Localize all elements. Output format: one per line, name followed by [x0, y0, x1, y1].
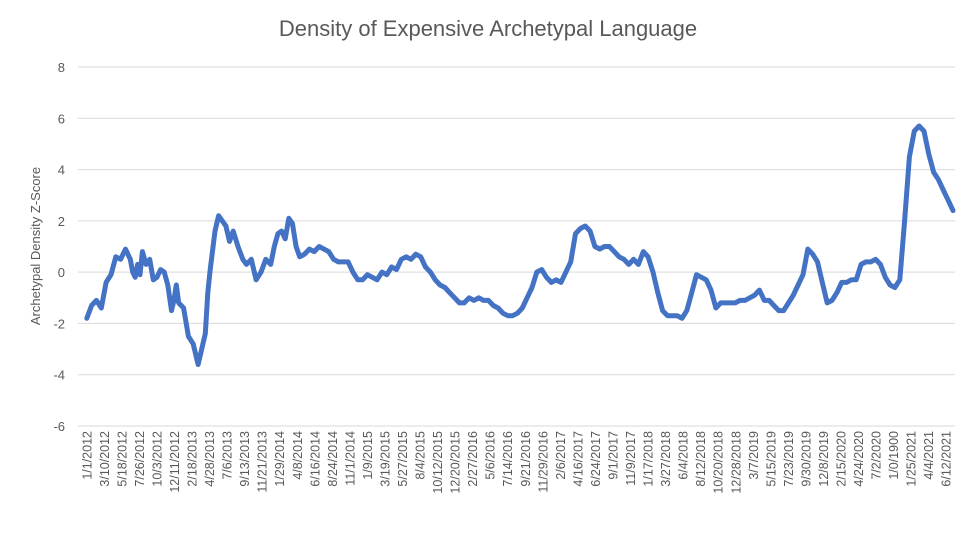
x-tick-label: 7/23/2019 — [782, 431, 796, 487]
x-tick-label: 1/9/2015 — [361, 431, 375, 480]
x-tick-label: 8/12/2018 — [694, 431, 708, 487]
x-tick-label: 4/4/2021 — [922, 431, 936, 480]
x-tick-label: 3/27/2018 — [659, 431, 673, 487]
x-tick-label: 5/27/2015 — [396, 431, 410, 487]
x-tick-label: 6/16/2014 — [308, 431, 322, 487]
x-tick-label: 2/27/2016 — [466, 431, 480, 487]
x-tick-label: 3/19/2015 — [378, 431, 392, 487]
x-tick-label: 4/16/2017 — [571, 431, 585, 487]
x-tick-label: 7/26/2012 — [133, 431, 147, 487]
x-tick-label: 2/15/2020 — [834, 431, 848, 487]
x-tick-label: 10/12/2015 — [431, 431, 445, 494]
x-tick-label: 6/4/2018 — [677, 431, 691, 480]
y-tick-label: 2 — [58, 214, 65, 229]
x-tick-label: 1/17/2018 — [642, 431, 656, 487]
x-tick-label: 5/6/2016 — [484, 431, 498, 480]
chart-title: Density of Expensive Archetypal Language — [279, 16, 697, 41]
x-tick-label: 5/18/2012 — [115, 431, 129, 487]
x-axis-ticks: 1/1/2012 3/10/2012 5/18/2012 7/26/2012 10/3/… — [80, 431, 953, 494]
x-tick-label: 3/7/2019 — [747, 431, 761, 480]
x-tick-label: 2/18/2013 — [186, 431, 200, 487]
series-line-0 — [84, 123, 956, 367]
y-tick-label: 6 — [58, 111, 65, 126]
x-tick-label: 1/29/2014 — [273, 431, 287, 487]
x-tick-label: 11/21/2013 — [256, 431, 270, 493]
x-tick-label: 1/0/1900 — [887, 431, 901, 480]
y-tick-label: -2 — [53, 316, 65, 331]
x-tick-label: 4/24/2020 — [852, 431, 866, 487]
x-tick-label: 1/1/2012 — [80, 431, 94, 480]
y-tick-label: 4 — [58, 163, 65, 178]
x-tick-label: 9/1/2017 — [606, 431, 620, 480]
x-tick-label: 11/1/2014 — [343, 431, 357, 486]
y-tick-label: 0 — [58, 265, 65, 280]
x-tick-label: 10/3/2012 — [150, 431, 164, 487]
x-tick-label: 9/30/2019 — [799, 431, 813, 487]
y-tick-label: -6 — [53, 419, 65, 434]
x-tick-label: 12/8/2019 — [817, 431, 831, 487]
x-tick-label: 2/6/2017 — [554, 431, 568, 480]
plot-area — [84, 123, 956, 367]
x-tick-label: 6/12/2021 — [940, 431, 954, 487]
x-tick-label: 4/28/2013 — [203, 431, 217, 487]
x-tick-label: 8/24/2014 — [326, 431, 340, 487]
x-tick-label: 6/24/2017 — [589, 431, 603, 487]
x-tick-label: 11/29/2016 — [536, 431, 550, 493]
gridlines — [78, 66, 955, 427]
y-tick-label: -4 — [53, 368, 65, 383]
x-tick-label: 12/28/2018 — [729, 431, 743, 494]
x-tick-label: 1/25/2021 — [905, 431, 919, 487]
x-tick-label: 7/6/2013 — [221, 431, 235, 480]
x-tick-label: 8/4/2015 — [414, 431, 428, 480]
y-axis-ticks: -6 -4 -2 0 2 4 6 8 — [53, 60, 65, 434]
y-tick-label: 8 — [58, 60, 65, 75]
x-tick-label: 7/2/2020 — [870, 431, 884, 480]
x-tick-label: 12/20/2015 — [449, 431, 463, 494]
x-tick-label: 11/9/2017 — [624, 431, 638, 486]
x-tick-label: 9/21/2016 — [519, 431, 533, 487]
x-tick-label: 9/13/2013 — [238, 431, 252, 487]
x-tick-label: 3/10/2012 — [98, 431, 112, 487]
y-axis-title: Archetypal Density Z-Score — [28, 167, 43, 325]
x-tick-label: 7/14/2016 — [501, 431, 515, 487]
x-tick-label: 12/11/2012 — [168, 431, 182, 493]
x-tick-label: 4/8/2014 — [291, 431, 305, 480]
x-tick-label: 5/15/2019 — [764, 431, 778, 487]
x-tick-label: 10/20/2018 — [712, 431, 726, 494]
